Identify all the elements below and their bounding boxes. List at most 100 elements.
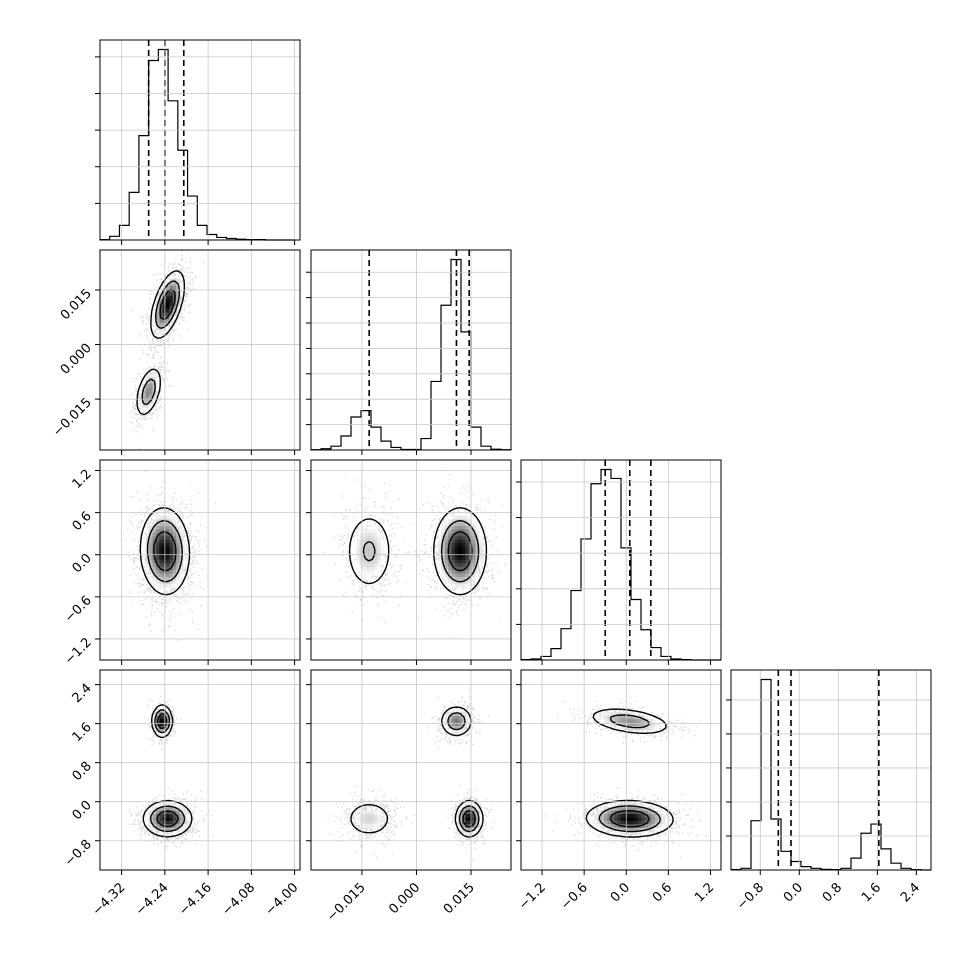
density-cell: [356, 820, 361, 825]
density-cell: [604, 810, 609, 815]
density-cell: [634, 722, 639, 727]
density-cell: [152, 566, 157, 571]
density-cell: [155, 522, 160, 527]
density-cell: [152, 536, 157, 541]
density-cell: [159, 732, 164, 737]
density-cell: [363, 560, 368, 564]
density-cell: [448, 543, 453, 548]
density-cell: [475, 827, 480, 832]
pair-panel: [325, 690, 495, 861]
density-cell: [152, 515, 157, 520]
density-cell: [159, 515, 164, 520]
y-tick-label: −0.6: [62, 593, 95, 626]
histogram-panel: [730, 670, 931, 871]
density-cell: [172, 553, 177, 558]
density-cell: [461, 526, 466, 531]
density-cell: [159, 719, 164, 724]
density-cell: [169, 312, 174, 317]
density-cell: [444, 526, 449, 531]
density-cell: [176, 302, 181, 307]
density-cell: [155, 570, 160, 575]
density-cell: [172, 810, 177, 815]
density-cell: [363, 539, 368, 544]
contour-line: [146, 520, 183, 583]
density-cell: [448, 712, 453, 717]
density-cell: [370, 570, 375, 575]
density-cell: [169, 546, 174, 551]
density-cell: [179, 532, 184, 537]
density-cell: [472, 573, 477, 578]
density-cell: [648, 814, 653, 819]
density-cell: [179, 563, 184, 568]
density-cell: [661, 820, 666, 825]
density-cell: [149, 404, 154, 409]
density-cell: [363, 810, 368, 815]
density-cell: [363, 529, 368, 534]
density-cell: [152, 316, 157, 321]
density-cell: [155, 803, 160, 808]
density-cell: [458, 715, 463, 720]
density-cell: [159, 556, 164, 561]
density-cell: [142, 380, 147, 385]
density-cell: [149, 556, 154, 561]
density-cell: [145, 404, 150, 409]
density-cell: [641, 725, 646, 730]
density-cell: [637, 807, 642, 812]
density-cell: [166, 722, 171, 727]
density-cell: [465, 566, 470, 571]
density-cell: [179, 292, 184, 297]
density-cell: [448, 722, 453, 727]
density-cell: [448, 549, 453, 554]
density-cell: [634, 831, 639, 836]
density-cell: [145, 390, 150, 395]
density-cell: [644, 715, 649, 720]
density-cell: [458, 546, 463, 551]
density-cell: [651, 820, 656, 825]
density-cell: [176, 573, 181, 578]
density-cell: [152, 570, 157, 575]
density-cell: [152, 563, 157, 568]
x-tick-label: −4.00: [263, 880, 302, 919]
density-cell: [621, 807, 625, 812]
density-cell: [441, 539, 446, 544]
y-tick-label: 0.015: [58, 286, 95, 323]
density-cell: [176, 522, 181, 527]
density-cell: [478, 820, 483, 825]
density-cell: [627, 712, 632, 717]
density-cell: [644, 807, 649, 812]
density-cell: [661, 824, 666, 829]
density-cell: [166, 817, 171, 822]
density-cell: [614, 712, 619, 717]
density-cell: [648, 824, 653, 829]
density-cell: [142, 543, 147, 548]
density-cell: [438, 543, 443, 548]
density-cell: [604, 807, 609, 812]
density-cell: [597, 810, 602, 815]
density-cell: [169, 536, 174, 541]
density-cell: [634, 810, 639, 815]
density-cell: [172, 305, 177, 310]
density-cell: [637, 719, 642, 724]
density-cell: [159, 312, 164, 317]
density-cell: [658, 814, 663, 819]
density-cell: [149, 810, 154, 815]
density-cell: [621, 725, 625, 730]
density-cell: [373, 563, 378, 568]
density-cell: [458, 583, 463, 588]
density-cell: [448, 526, 453, 531]
density-cell: [155, 329, 160, 334]
density-cell: [455, 553, 460, 558]
density-cell: [451, 722, 456, 727]
density-cell: [604, 827, 609, 832]
density-cell: [152, 814, 157, 819]
density-cell: [661, 814, 666, 819]
density-cell: [366, 532, 371, 537]
density-cell: [179, 285, 184, 290]
density-cell: [458, 560, 463, 564]
density-cell: [366, 526, 371, 531]
density-cell: [465, 807, 470, 812]
density-cell: [438, 566, 443, 571]
density-cell: [169, 814, 174, 819]
density-cell: [172, 580, 177, 585]
density-cell: [610, 810, 615, 815]
